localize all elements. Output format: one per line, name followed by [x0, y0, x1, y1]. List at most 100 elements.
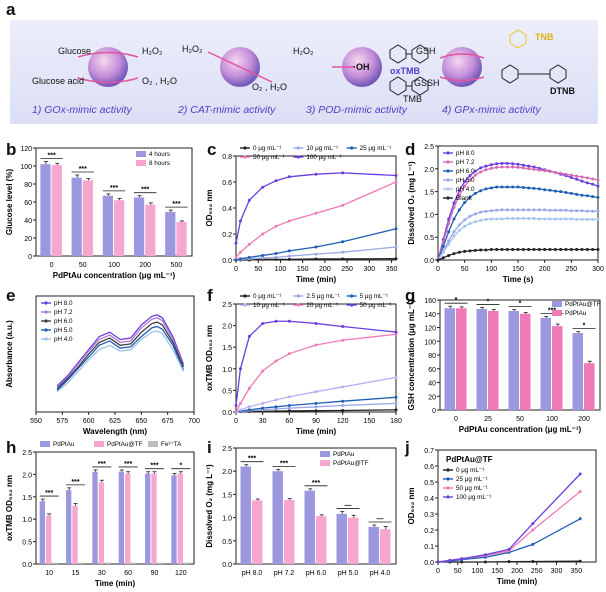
legend-label-h-1: PdPtAu@TF: [107, 441, 143, 448]
point-c-2-7: [341, 240, 345, 244]
sig-label-b-0: ***: [48, 153, 56, 160]
xtick-label-f-0: 0: [234, 418, 238, 425]
point-d-3-7: [473, 212, 477, 216]
point-d-5-17: [527, 248, 531, 252]
bar-h-5-0: [171, 475, 177, 564]
point-d-4-20: [543, 217, 547, 221]
point-c-4-0: [234, 241, 238, 245]
legend-swatch-g-0: [552, 301, 562, 307]
bar-g-2-1: [520, 313, 531, 410]
bar-h-4-2: [157, 562, 163, 564]
xtick-label-h-0: 10: [45, 570, 53, 577]
xtick-label-c-2: 100: [275, 266, 287, 273]
sig-label-h-4: ***: [150, 463, 158, 470]
xtick-label-c-6: 300: [363, 266, 375, 273]
panel-label-i: i: [207, 438, 212, 457]
point-f-3-6: [314, 390, 318, 394]
panel-label-b: b: [6, 140, 17, 159]
point-c-4-1: [238, 219, 242, 223]
point-d-2-30: [596, 196, 600, 200]
sig-label-i-4: —: [377, 516, 384, 523]
ytick-label-i-5: 2.5: [222, 446, 232, 453]
point-d-2-4: [457, 208, 461, 212]
legend-label-f-1: 2.5 μg mL⁻¹: [306, 293, 340, 300]
point-c-0-6: [314, 257, 318, 261]
glucose-label: Glucose: [58, 46, 92, 56]
xlabel-b: PdPtAu concentration (μg mL⁻¹): [53, 271, 176, 280]
point-d-3-28: [585, 209, 589, 213]
ylabel-c: OD₆₅₂ nm: [205, 189, 214, 226]
point-f-1-4: [274, 407, 278, 411]
bar-h-0-0: [39, 501, 46, 564]
point-d-3-25: [569, 209, 573, 213]
ytick-label-f-0: 0.0: [222, 410, 232, 417]
nanoparticle-1: [88, 47, 128, 87]
point-d-0-10: [489, 163, 493, 167]
bar-b-1-1: [82, 180, 94, 256]
legend-label-c-4: 100 μg mL⁻¹: [306, 154, 341, 161]
bar-i-3-1: [348, 517, 359, 564]
point-d-3-14: [511, 208, 515, 212]
point-c-3-6: [314, 211, 318, 215]
ytick-label-d-0: 0.0: [424, 258, 434, 265]
xtick-label-d-3: 150: [512, 266, 524, 273]
point-d-0-8: [479, 166, 483, 170]
bar-h-2-0: [92, 471, 98, 564]
point-f-1-5: [287, 406, 291, 410]
point-c-4-3: [261, 185, 265, 189]
ytick-label-j-0: 0.0: [424, 560, 434, 567]
point-d-2-11: [495, 185, 499, 189]
sig-label-i-0: ***: [248, 456, 256, 463]
point-d-3-4: [457, 223, 461, 227]
point-f-5-8: [394, 330, 398, 334]
legend-marker-c-1: [296, 146, 300, 150]
sig-label-g-2: *: [519, 301, 522, 308]
legend-label-h-0: PdPtAu: [53, 441, 75, 448]
bar-h-5-1: [177, 473, 183, 564]
sig-label-h-3: ***: [124, 461, 132, 468]
point-d-5-13: [505, 248, 509, 252]
point-f-0-4: [274, 409, 278, 413]
ytick-label-h-0: 0.0: [22, 562, 32, 569]
point-f-4-1: [238, 401, 242, 405]
point-f-2-8: [394, 395, 398, 399]
point-d-4-26: [575, 217, 579, 221]
ytick-label-f-3: 1.5: [222, 345, 232, 352]
xtick-label-f-6: 180: [390, 418, 402, 425]
point-d-1-22: [553, 170, 557, 174]
nanoparticle-4: [442, 47, 482, 87]
legend-marker-j-3: [446, 495, 450, 499]
ytick-label-j-2: 0.2: [424, 528, 434, 535]
xtick-label-e-6: 700: [188, 418, 200, 425]
panel-label-j: j: [405, 438, 410, 457]
point-c-1-3: [261, 256, 265, 260]
xtick-label-g-2: 50: [516, 416, 524, 423]
point-d-2-7: [473, 191, 477, 195]
legend-marker-d-1: [446, 160, 450, 164]
sig-label-i-1: ***: [280, 460, 288, 467]
point-d-1-16: [521, 166, 525, 170]
ytick-label-d-3: 1.5: [424, 190, 434, 197]
point-d-4-12: [500, 217, 504, 221]
legend-marker-f-0: [243, 294, 247, 298]
point-d-5-23: [559, 248, 563, 252]
legend-marker-f-5: [350, 303, 354, 307]
point-d-1-18: [532, 167, 536, 171]
point-f-0-8: [394, 408, 398, 412]
legend-marker-e-3: [44, 328, 48, 332]
point-d-3-30: [596, 209, 600, 213]
point-c-2-6: [314, 245, 318, 249]
activity-label-gpx: 4) GPx-mimic activity: [442, 104, 541, 116]
point-d-2-24: [564, 191, 568, 195]
point-f-4-6: [314, 343, 318, 347]
point-c-2-3: [261, 253, 265, 257]
bar-i-0-1: [252, 500, 263, 564]
point-c-3-4: [274, 224, 278, 228]
xtick-label-d-6: 300: [592, 266, 604, 273]
point-d-4-21: [548, 217, 552, 221]
bar-g-0-0: [444, 308, 455, 410]
point-f-4-0: [234, 410, 238, 414]
legend-marker-c-4: [296, 155, 300, 159]
legend-label-f-3: 10 μg mL⁻¹: [253, 302, 285, 309]
ytick-label-j-1: 0.1: [424, 544, 434, 551]
